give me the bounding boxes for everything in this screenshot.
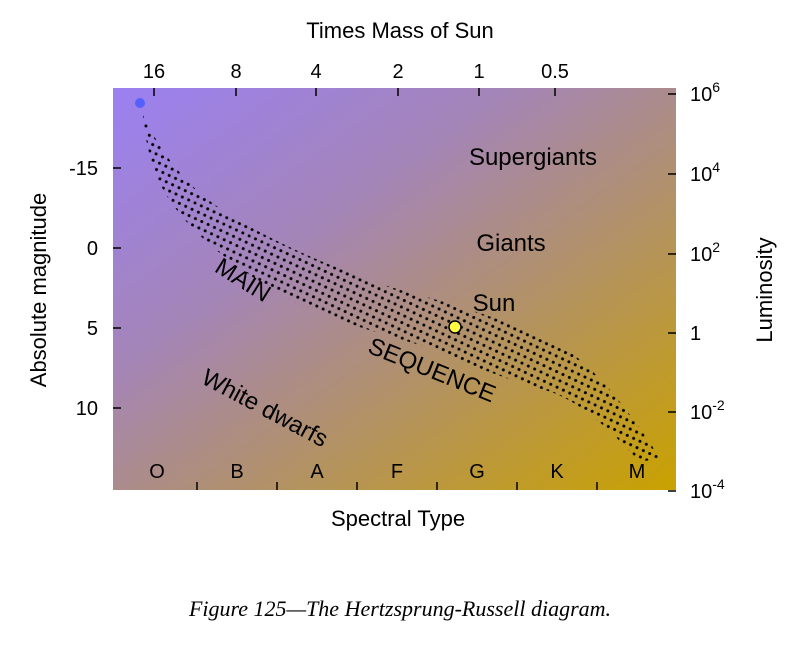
luminosity-label: 102 xyxy=(690,239,720,266)
region-label: Giants xyxy=(476,230,545,257)
hot-star xyxy=(135,98,145,108)
region-label: Sun xyxy=(473,290,516,317)
luminosity-label: 104 xyxy=(690,159,720,186)
magnitude-label: -15 xyxy=(69,158,98,180)
magnitude-label: 0 xyxy=(87,238,98,260)
magnitude-label: 10 xyxy=(76,398,98,420)
luminosity-base: 10 xyxy=(690,481,712,503)
luminosity-base: 10 xyxy=(690,402,712,424)
luminosity-label: 10-4 xyxy=(690,476,725,503)
bottom-axis-title: Spectral Type xyxy=(331,506,465,531)
magnitude-label: 5 xyxy=(87,318,98,340)
spectral-type: M xyxy=(629,461,646,483)
spectral-type: O xyxy=(149,461,165,483)
mass-label: 1 xyxy=(473,61,484,83)
spectral-type: B xyxy=(230,461,243,483)
luminosity-base: 10 xyxy=(690,84,712,106)
luminosity-base: 10 xyxy=(690,244,712,266)
luminosity-exponent: 6 xyxy=(712,79,720,95)
spectral-type: A xyxy=(310,461,324,483)
luminosity-label: 1 xyxy=(690,323,701,345)
luminosity-exponent: 2 xyxy=(712,239,720,255)
spectral-type: G xyxy=(469,461,485,483)
mass-label: 0.5 xyxy=(541,61,569,83)
axis-ticks xyxy=(113,88,676,492)
spectral-type: K xyxy=(550,461,564,483)
mass-label: 16 xyxy=(143,61,165,83)
mass-label: 2 xyxy=(392,61,403,83)
luminosity-exponent: -4 xyxy=(712,476,725,492)
luminosity-base: 10 xyxy=(690,164,712,186)
mass-label: 8 xyxy=(230,61,241,83)
luminosity-exponent: -2 xyxy=(712,397,725,413)
mass-label: 4 xyxy=(310,61,321,83)
luminosity-exponent: 4 xyxy=(712,159,720,175)
spectral-type: F xyxy=(391,461,403,483)
right-axis-title: Luminosity xyxy=(752,237,777,342)
luminosity-label: 106 xyxy=(690,79,720,106)
sun-marker xyxy=(448,320,462,334)
region-label: Supergiants xyxy=(469,144,597,171)
luminosity-label: 10-2 xyxy=(690,397,725,424)
left-axis-title: Absolute magnitude xyxy=(26,193,51,387)
luminosity-base: 1 xyxy=(690,323,701,345)
caption: Figure 125—The Hertzsprung-Russell diagr… xyxy=(188,596,611,621)
top-axis-title: Times Mass of Sun xyxy=(306,18,493,43)
main-sequence-band xyxy=(143,115,660,462)
